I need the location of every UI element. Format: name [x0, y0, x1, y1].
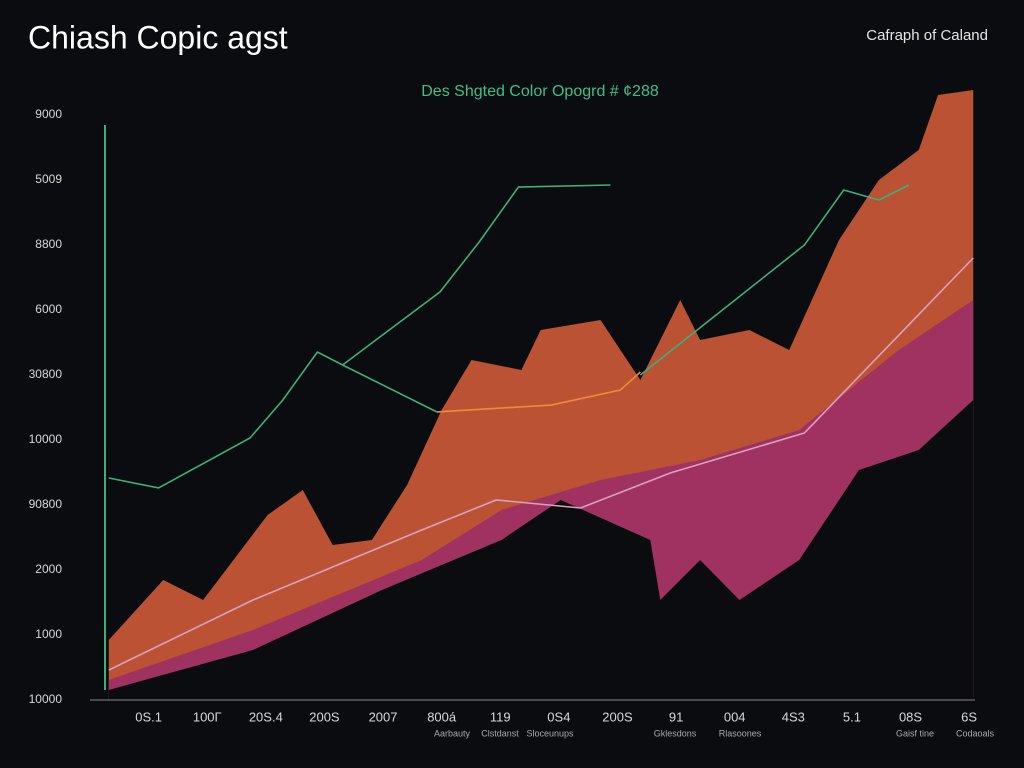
x-tick-label: 100Г: [193, 709, 222, 724]
area: [108, 400, 974, 700]
corner-note: Cafraph of Caland: [866, 27, 988, 44]
line: [108, 350, 438, 489]
x-tick-label: 0S.1: [135, 709, 162, 724]
x-sublabel: Codaoals: [956, 728, 995, 738]
x-sublabel: Rlasoones: [719, 728, 762, 738]
x-sublabel: Gklesdons: [654, 728, 697, 738]
x-sublabel: Clstdanst: [481, 728, 519, 738]
x-tick-label: 91: [669, 709, 683, 724]
line: [436, 371, 641, 413]
x-sublabel: Gaisf tine: [896, 728, 934, 738]
x-tick-label: 2007: [369, 709, 398, 724]
line: [639, 184, 910, 376]
x-tick-label: 08S: [899, 709, 922, 724]
y-tick-label: 90800: [29, 497, 63, 511]
x-tick-label: 20S.4: [249, 709, 283, 724]
line: [342, 184, 611, 366]
x-tick-label: 119: [490, 709, 511, 724]
line: [108, 257, 974, 671]
y-tick-label: 30800: [29, 367, 63, 381]
y-tick-label: 10000: [29, 692, 63, 706]
y-tick-label: 9000: [35, 107, 62, 121]
x-tick-label: 200S: [309, 709, 340, 724]
y-tick-label: 6000: [35, 302, 62, 316]
y-tick-label: 10000: [29, 432, 63, 446]
x-tick-label: 6S: [961, 709, 977, 724]
x-tick-label: 800á: [427, 709, 457, 724]
y-tick-label: 5009: [35, 172, 62, 186]
x-sublabel: Aarbauty: [434, 728, 471, 738]
x-tick-label: 200S: [602, 709, 633, 724]
x-tick-label: 5.1: [843, 709, 861, 724]
x-sublabel: Sloceunups: [526, 728, 574, 738]
x-tick-label: 0S4: [547, 709, 570, 724]
y-tick-label: 8800: [35, 237, 62, 251]
y-tick-label: 2000: [35, 562, 62, 576]
y-tick-label: 1000: [35, 627, 62, 641]
chart-subtitle: Des Shgted Color Opogrd # ¢288: [421, 83, 659, 100]
chart-title: Chiash Copic agst: [28, 19, 288, 55]
x-tick-label: 4S3: [782, 709, 805, 724]
x-tick-label: 004: [724, 709, 746, 724]
